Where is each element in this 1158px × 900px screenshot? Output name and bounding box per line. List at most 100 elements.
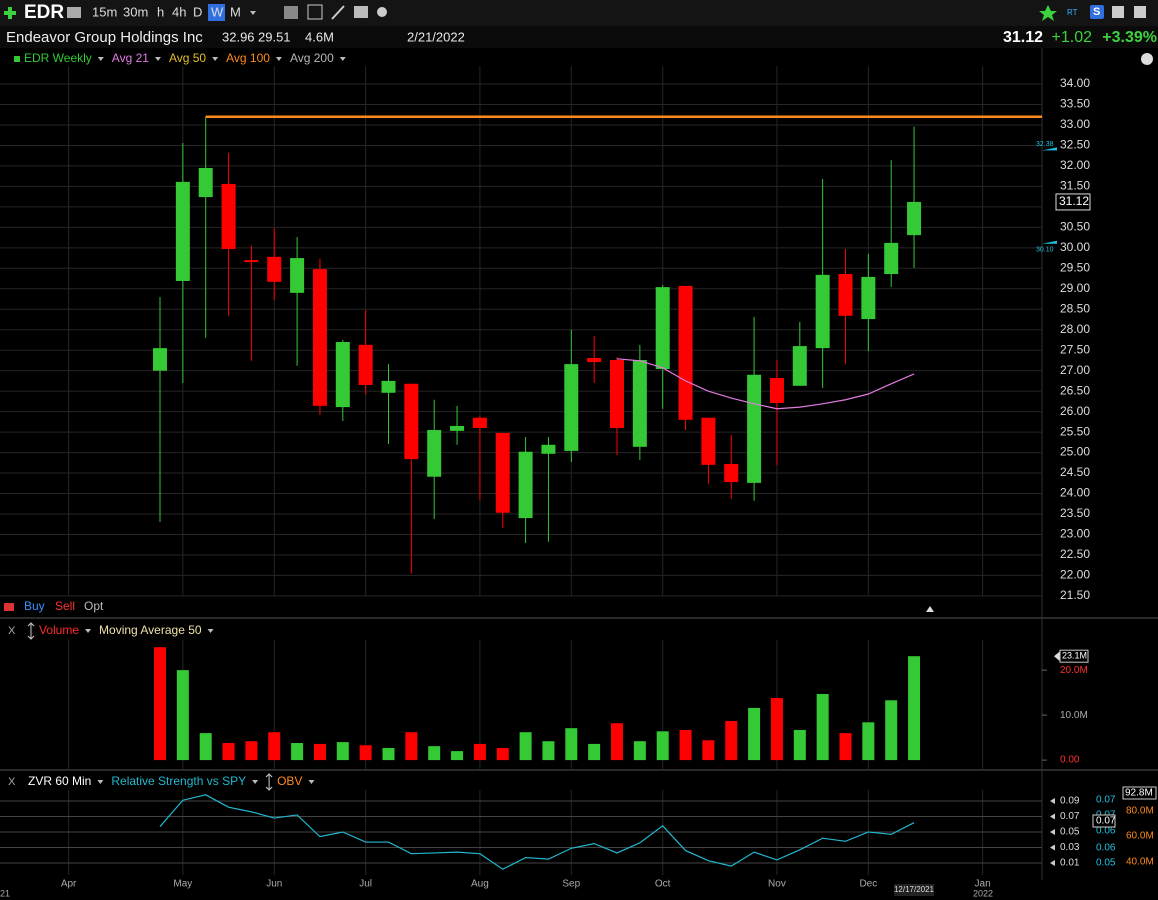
candle-body	[655, 287, 670, 370]
dropdown-arrow[interactable]	[97, 57, 104, 61]
y-tick-label: 28.50	[1060, 301, 1090, 315]
studies-icon[interactable]	[307, 4, 323, 20]
symbol[interactable]: EDR	[24, 2, 64, 23]
timeframe[interactable]: M	[230, 4, 241, 19]
order-button[interactable]: Sell	[55, 599, 75, 613]
quote-name: Endeavor Group Holdings Inc	[6, 29, 203, 46]
candle-body	[632, 360, 647, 447]
legend-icon	[265, 773, 273, 791]
dropdown-arrow[interactable]	[252, 780, 259, 784]
add-icon[interactable]	[4, 7, 16, 19]
legend-series[interactable]: OBV	[277, 774, 302, 788]
timeframe[interactable]: 15m	[92, 4, 117, 19]
share-icon[interactable]	[377, 7, 387, 17]
quote-bar	[0, 26, 1158, 48]
order-button[interactable]: Buy	[24, 599, 45, 613]
legend-overlay[interactable]: Avg 21	[112, 51, 149, 65]
candle-body	[610, 360, 624, 428]
y-tick-label: 25.00	[1060, 445, 1090, 459]
rs-axis-label: 0.06	[1096, 843, 1116, 854]
timeframe[interactable]: h	[157, 4, 164, 19]
bars-icon[interactable]	[284, 6, 298, 19]
y-tick-label: 0.03	[1060, 842, 1080, 853]
y-tick-label: 27.00	[1060, 363, 1090, 377]
print-icon[interactable]	[67, 7, 81, 18]
legend-average[interactable]: Moving Average 50	[99, 623, 202, 637]
candle-body	[495, 432, 510, 513]
dropdown-arrow[interactable]	[207, 629, 214, 633]
rt-toggle[interactable]: RT	[1067, 8, 1078, 17]
dropdown-arrow[interactable]	[212, 57, 219, 61]
candle-body	[724, 464, 739, 483]
candle-body	[450, 425, 465, 431]
y-tick-label: 20.0M	[1060, 665, 1088, 676]
quote-low: 29.51	[258, 29, 291, 44]
volume-bar	[268, 732, 281, 761]
volume-bar	[588, 743, 601, 761]
dropdown-arrow[interactable]	[97, 780, 104, 784]
timeframe[interactable]: W	[211, 4, 224, 19]
timeframe[interactable]: D	[193, 4, 202, 19]
panel-close[interactable]: X	[8, 776, 16, 788]
dropdown-arrow[interactable]	[85, 629, 92, 633]
dropdown-arrow[interactable]	[275, 57, 282, 61]
palette-icon[interactable]	[1141, 53, 1153, 65]
draw-icon[interactable]	[331, 5, 345, 20]
tick-marker	[1050, 813, 1055, 820]
legend-overlay[interactable]: Avg 200	[290, 51, 334, 65]
legend-volume[interactable]: Volume	[39, 623, 79, 637]
y-tick-label: 32.00	[1060, 158, 1090, 172]
rs-tag-box	[1092, 814, 1116, 828]
legend-overlay[interactable]: Avg 100	[226, 51, 270, 65]
layout-icon[interactable]	[354, 6, 368, 18]
window-icon[interactable]	[1112, 6, 1124, 18]
candle-body	[312, 269, 327, 406]
candle-body	[541, 444, 556, 454]
cursor-date-box	[894, 884, 934, 896]
dropdown-arrow[interactable]	[308, 780, 315, 784]
candle-body	[381, 380, 396, 393]
volume-bar	[565, 728, 578, 761]
volume-bar	[862, 722, 875, 761]
quote-last: 31.12	[1003, 29, 1043, 46]
candle-body	[175, 181, 190, 281]
scroll-marker[interactable]	[926, 606, 934, 612]
x-tick-label: May	[173, 879, 192, 890]
quote-volume: 4.6M	[305, 29, 334, 44]
y-tick-label: 29.00	[1060, 281, 1090, 295]
y-tick-label: 33.00	[1060, 117, 1090, 131]
s-badge[interactable]	[1090, 5, 1104, 19]
y-tick-label: 22.00	[1060, 568, 1090, 582]
favorite-icon[interactable]	[1039, 5, 1057, 21]
x-tick-label: Jul	[359, 879, 372, 890]
volume-bar	[679, 729, 692, 761]
panel-close[interactable]: X	[8, 625, 16, 637]
order-button[interactable]: Opt	[84, 599, 104, 613]
dropdown-arrow[interactable]	[339, 57, 346, 61]
s-label[interactable]: S	[1093, 6, 1100, 18]
timeframe[interactable]: 30m	[123, 4, 148, 19]
volume-bar	[245, 741, 258, 761]
y-tick-label: 31.50	[1060, 179, 1090, 193]
volume-bar	[793, 729, 806, 761]
dropdown-arrow[interactable]	[250, 11, 256, 15]
last-price-box	[1055, 193, 1091, 211]
volume-bar	[428, 746, 441, 761]
volume-bar	[839, 733, 852, 761]
x-tick-label: Jun	[266, 879, 282, 890]
legend-overlay[interactable]: Avg 50	[169, 51, 206, 65]
candle-body	[290, 258, 305, 293]
timeframe[interactable]: 4h	[172, 4, 186, 19]
volume-tag: 23.1M	[1062, 651, 1087, 661]
legend-symbol[interactable]: EDR Weekly	[24, 51, 92, 65]
tick-marker	[1050, 859, 1055, 866]
legend-series[interactable]: Relative Strength vs SPY	[111, 774, 246, 788]
volume-bar	[451, 751, 464, 761]
trade-icon[interactable]	[4, 603, 14, 611]
tick-marker	[1050, 828, 1055, 835]
candle-body	[153, 348, 167, 371]
dropdown-arrow[interactable]	[154, 57, 161, 61]
tick-marker	[1050, 844, 1055, 851]
settings-icon[interactable]	[1134, 6, 1146, 18]
legend-series[interactable]: ZVR 60 Min	[28, 774, 91, 788]
